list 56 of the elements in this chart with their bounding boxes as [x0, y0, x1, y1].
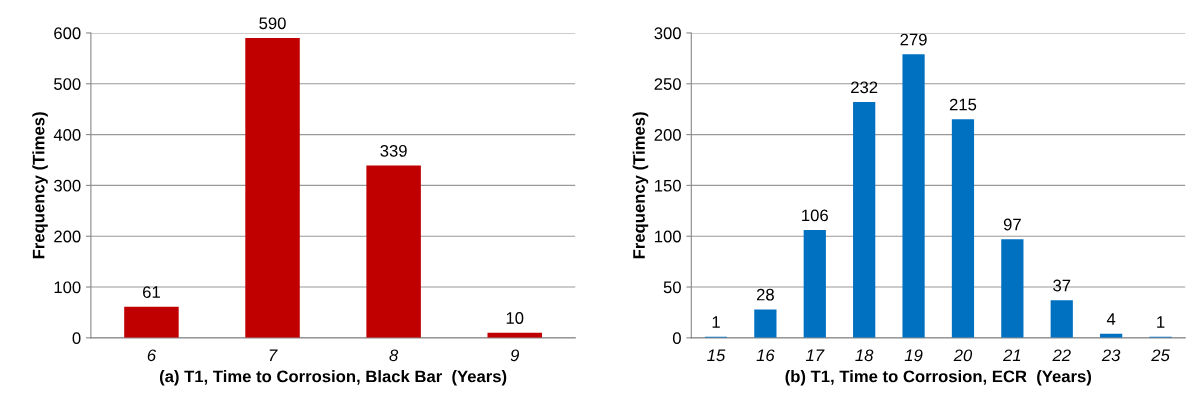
bar: [803, 230, 826, 338]
bar: [124, 306, 179, 338]
y-tick-label: 150: [655, 179, 681, 192]
bar: [853, 102, 876, 338]
data-label: 37: [1053, 279, 1071, 292]
bar: [1001, 239, 1024, 338]
x-tick-label: 21: [1002, 349, 1021, 362]
bar: [245, 38, 300, 338]
bar: [754, 309, 777, 338]
x-tick-label: 6: [147, 349, 157, 362]
bar: [902, 54, 925, 338]
data-label: 10: [506, 312, 524, 324]
y-tick-label: 200: [654, 128, 681, 141]
y-tick-label: 0: [672, 332, 681, 345]
y-tick-label: 600: [54, 27, 81, 40]
data-label: 28: [756, 288, 774, 301]
y-tick-label: 0: [72, 332, 81, 345]
x-tick-label: 8: [389, 349, 399, 362]
data-label: 97: [1003, 218, 1021, 231]
x-tick-label: 15: [707, 349, 726, 362]
bar: [1050, 300, 1073, 338]
bar: [366, 165, 421, 338]
x-axis-title: (b) T1, Time to Corrosion, ECR (Years): [785, 370, 1092, 386]
y-tick-label: 300: [654, 27, 681, 40]
data-label: 279: [900, 33, 927, 46]
y-tick-label: 250: [654, 78, 681, 90]
x-tick-label: 22: [1052, 349, 1071, 362]
data-label: 1: [1157, 316, 1165, 328]
y-axis-title: Frequency (Times): [32, 112, 48, 259]
x-tick-label: 23: [1101, 349, 1121, 362]
x-tick-label: 19: [904, 349, 923, 362]
data-label: 215: [949, 98, 977, 111]
data-label: 339: [380, 144, 407, 157]
x-axis-title: (a) T1, Time to Corrosion, Black Bar (Years): [159, 370, 507, 386]
data-label: 590: [259, 17, 286, 30]
y-axis-title: Frequency (Times): [632, 112, 649, 259]
y-tick-label: 500: [54, 78, 81, 90]
x-tick-label: 25: [1151, 349, 1170, 362]
y-tick-label: 100: [54, 281, 81, 294]
y-tick-label: 100: [655, 230, 681, 243]
y-tick-label: 300: [54, 179, 81, 192]
data-label: 4: [1106, 313, 1116, 325]
data-label: 1: [712, 316, 720, 328]
y-tick-label: 50: [663, 281, 681, 294]
x-tick-label: 18: [855, 349, 874, 362]
y-tick-label: 200: [54, 230, 81, 243]
data-label: 232: [851, 81, 878, 94]
x-tick-label: 7: [269, 349, 278, 362]
y-tick-label: 400: [53, 128, 81, 141]
x-tick-label: 9: [510, 349, 520, 362]
x-tick-label: 20: [953, 349, 973, 362]
x-tick-label: 17: [805, 349, 825, 362]
bar: [951, 119, 975, 338]
x-tick-label: 16: [756, 349, 775, 362]
data-label: 61: [143, 286, 160, 298]
data-label: 106: [802, 209, 828, 222]
